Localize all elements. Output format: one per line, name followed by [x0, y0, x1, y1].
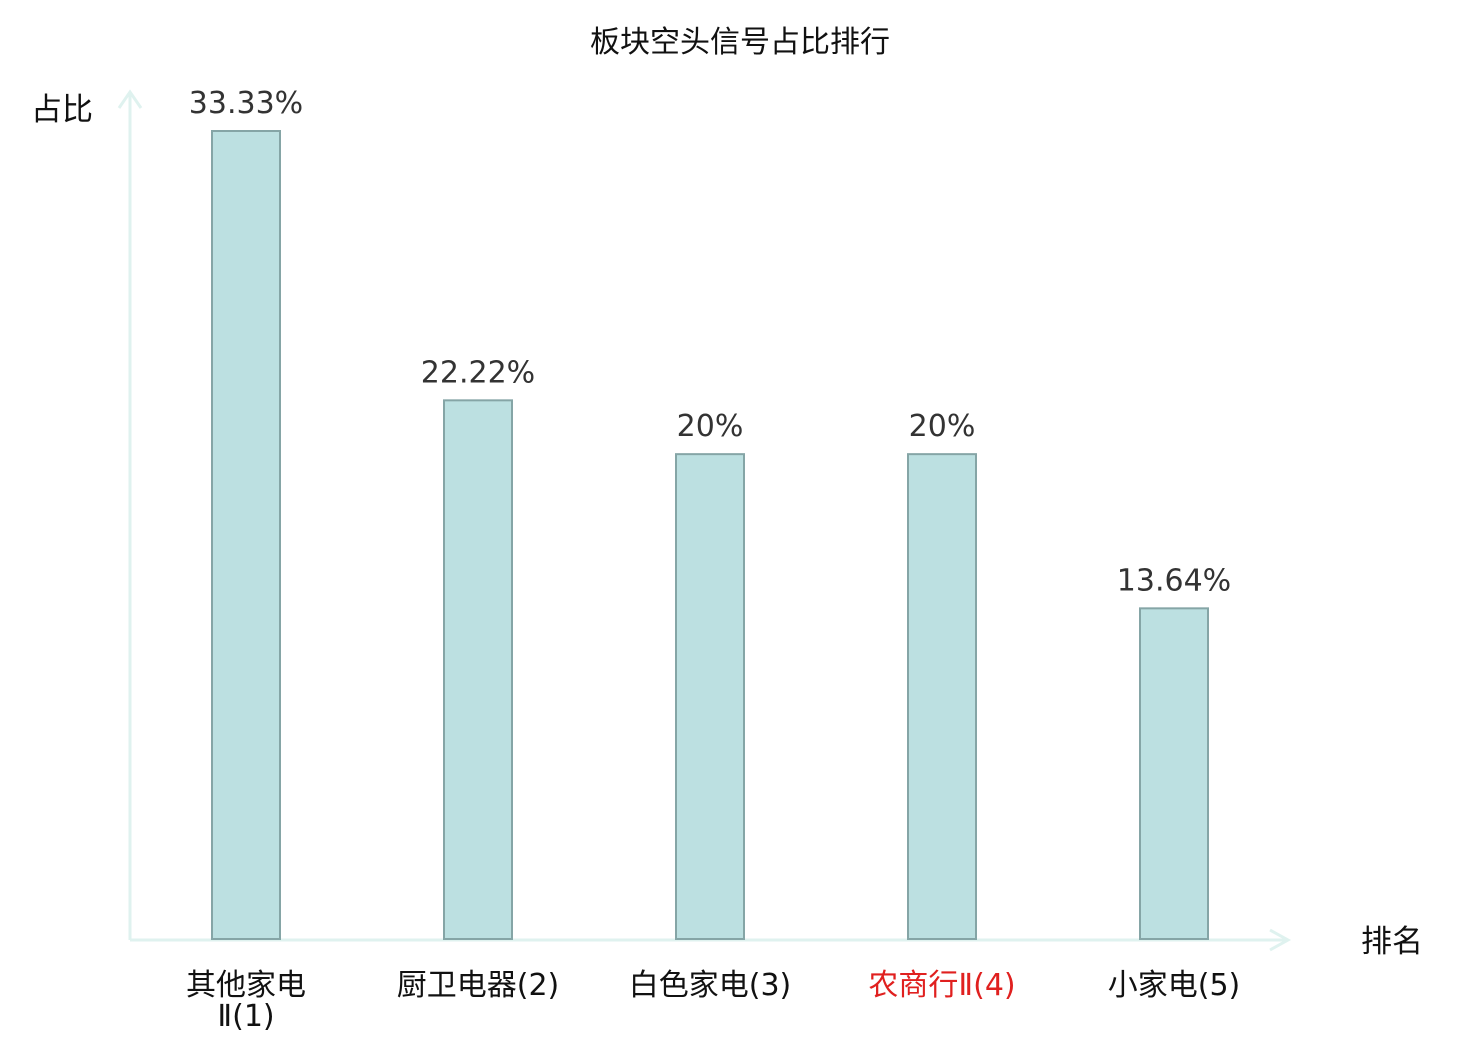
- axes: [117, 89, 1292, 952]
- value-label: 13.64%: [1117, 563, 1231, 598]
- category-label-line: Ⅱ(1): [217, 999, 274, 1034]
- bars-group: [211, 130, 1209, 941]
- value-label: 20%: [909, 409, 976, 444]
- category-label: 厨卫电器(2): [397, 968, 560, 1003]
- y-axis-label: 占比: [31, 92, 93, 128]
- category-label: 其他家电 Ⅱ(1): [186, 968, 306, 1034]
- category-label: 白色家电(3): [629, 968, 792, 1003]
- category-label-line: 其他家电: [186, 968, 306, 1003]
- bar: [211, 130, 281, 940]
- category-label-line: 厨卫电器(2): [397, 968, 560, 1003]
- bar: [443, 399, 513, 941]
- value-label: 22.22%: [421, 355, 535, 390]
- y-axis-arrow: [117, 89, 143, 109]
- category-label: 小家电(5): [1108, 968, 1241, 1003]
- bar: [1139, 607, 1209, 940]
- bar: [675, 453, 745, 940]
- category-labels-group: 其他家电 Ⅱ(1) 厨卫电器(2) 白色家电(3) 农商行Ⅱ(4) 小家电(5): [186, 968, 1240, 1034]
- x-axis-arrow: [1269, 928, 1292, 952]
- category-label-line: 农商行Ⅱ(4): [868, 968, 1015, 1003]
- value-label: 33.33%: [189, 86, 303, 121]
- category-label: 农商行Ⅱ(4): [868, 968, 1015, 1003]
- chart-title: 板块空头信号占比排行: [590, 25, 890, 60]
- value-labels-group: 33.33% 22.22% 20% 20% 13.64%: [189, 86, 1231, 598]
- bar: [907, 453, 977, 940]
- x-axis-label: 排名: [1361, 924, 1423, 960]
- category-label-line: 白色家电(3): [629, 968, 792, 1003]
- value-label: 20%: [677, 409, 744, 444]
- category-label-line: 小家电(5): [1108, 968, 1241, 1003]
